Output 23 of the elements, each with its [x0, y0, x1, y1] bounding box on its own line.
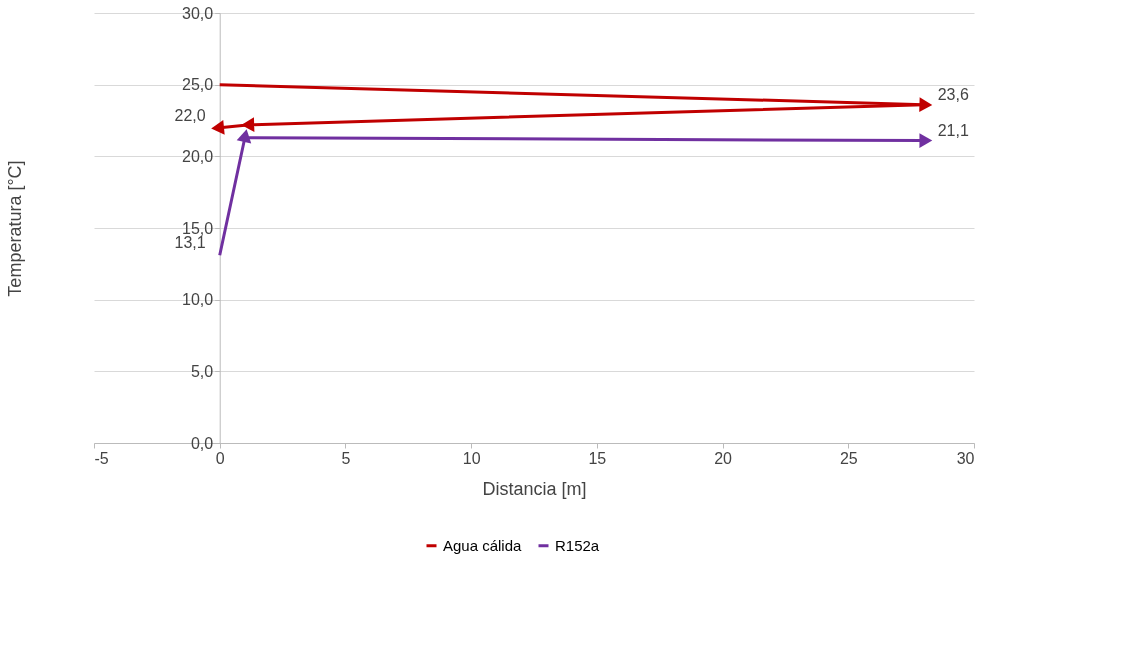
- y-tick-label: 10,0: [182, 291, 214, 309]
- x-tick-label: 0: [215, 449, 225, 467]
- data-label: 23,6: [937, 85, 969, 103]
- data-label: 13,1: [174, 234, 206, 252]
- legend-label: Agua cálida: [443, 536, 523, 554]
- y-axis-title: Temperatura [°C]: [4, 160, 25, 297]
- x-tick-label: 10: [462, 449, 481, 467]
- data-label: 21,1: [937, 121, 969, 139]
- y-tick-label: 25,0: [182, 76, 214, 94]
- y-tick-label: 30,0: [182, 4, 214, 22]
- data-label: 22,0: [174, 106, 206, 124]
- x-tick-label: 15: [588, 449, 607, 467]
- x-tick-label: 30: [956, 449, 975, 467]
- x-tick-label: 5: [341, 449, 351, 467]
- x-tick-label: -5: [94, 449, 109, 467]
- x-tick-label: 20: [714, 449, 733, 467]
- x-axis-title: Distancia [m]: [482, 478, 587, 499]
- x-tick-label: 25: [839, 449, 858, 467]
- y-tick-label: 15,0: [182, 219, 214, 237]
- y-tick-label: 5,0: [190, 362, 214, 380]
- y-tick-label: 0,0: [190, 434, 214, 452]
- legend-label: R152a: [555, 536, 600, 554]
- y-tick-label: 20,0: [182, 147, 214, 165]
